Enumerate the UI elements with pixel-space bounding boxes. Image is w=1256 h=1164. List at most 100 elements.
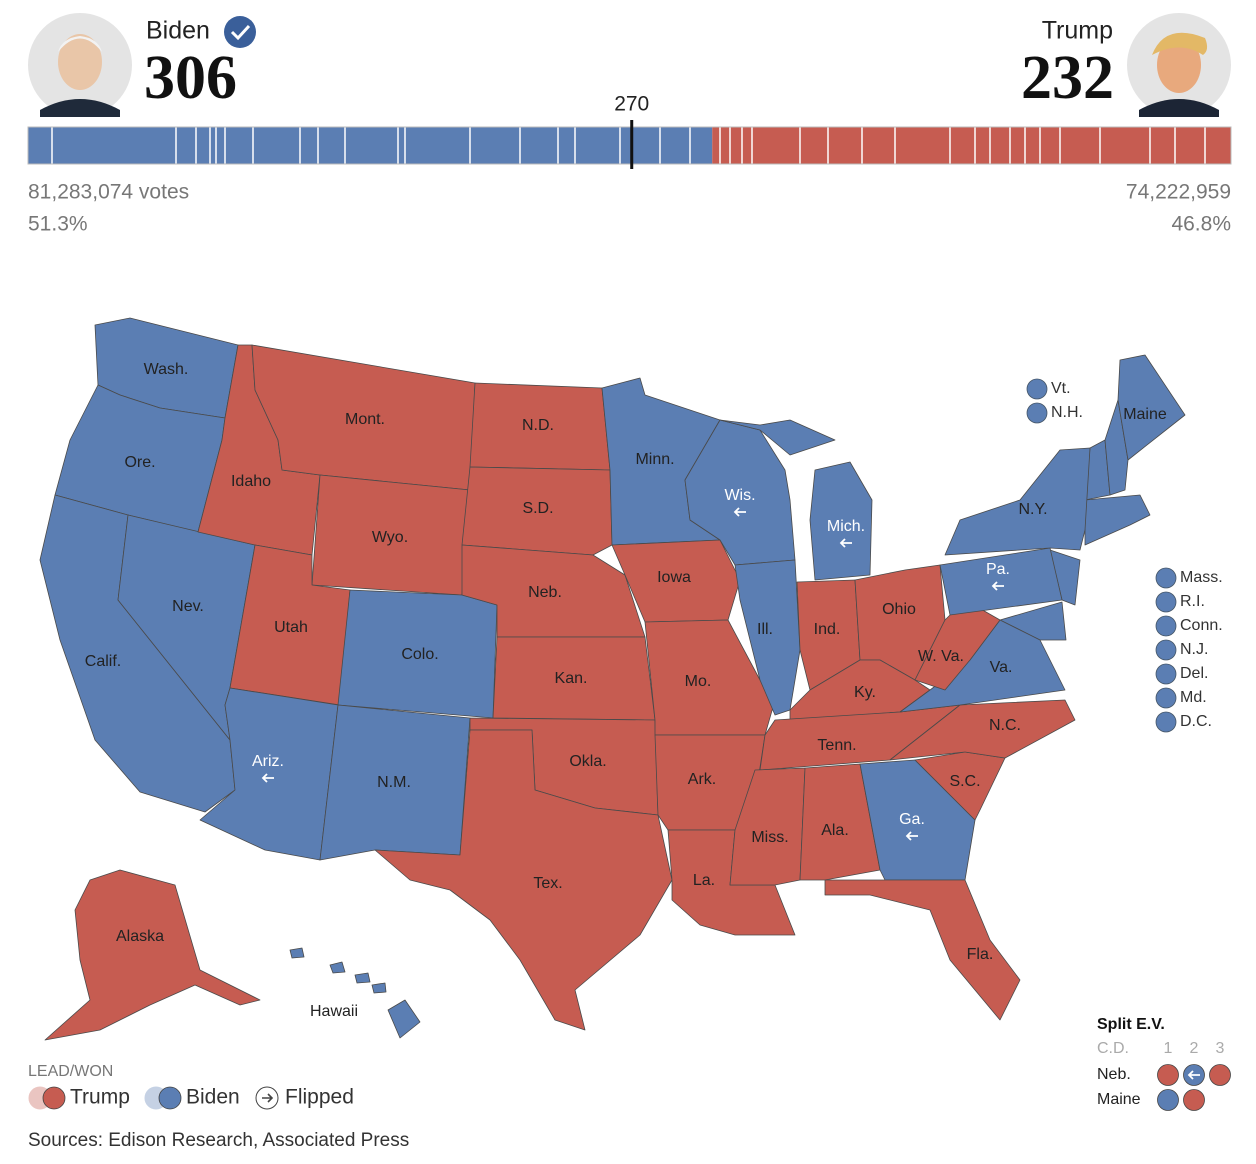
state-shape xyxy=(939,547,1063,616)
small-state-dot xyxy=(1155,687,1177,709)
district-dot xyxy=(1157,1064,1179,1086)
district-dot xyxy=(1209,1064,1231,1086)
state-shape xyxy=(374,729,673,1031)
state-label: Calif. xyxy=(85,653,121,670)
state-label: N.C. xyxy=(989,717,1021,734)
check-mark xyxy=(230,24,251,41)
small-state-shape xyxy=(1104,399,1129,496)
state-label: Wis. xyxy=(724,487,755,504)
portrait xyxy=(28,13,132,117)
state-label: Hawaii xyxy=(310,1003,358,1020)
threshold-label: 270 xyxy=(614,93,649,116)
legend-label: Trump xyxy=(70,1086,130,1109)
state-shape xyxy=(461,466,613,556)
small-state-dot xyxy=(1026,378,1048,400)
state-shape xyxy=(337,589,498,719)
electoral-bar xyxy=(28,127,713,164)
state-label: Ohio xyxy=(882,601,916,618)
flip-arrow xyxy=(839,538,852,548)
state-shape xyxy=(824,879,1021,1021)
electoral-bar xyxy=(712,127,1231,164)
split-state: Neb. xyxy=(1097,1066,1131,1083)
split-title: Split E.V. xyxy=(1097,1016,1165,1033)
state-shape xyxy=(914,751,1006,821)
source: Sources: Edison Research, Associated Pre… xyxy=(28,1130,409,1151)
state-label: N.D. xyxy=(522,417,554,434)
state-label: Kan. xyxy=(555,670,588,687)
state-label: Ill. xyxy=(757,621,773,638)
state-label: Alaska xyxy=(116,928,164,945)
state-label: Ala. xyxy=(821,822,849,839)
state-label: Neb. xyxy=(528,584,562,601)
small-state-dot xyxy=(1155,711,1177,733)
state-label: Maine xyxy=(1123,406,1167,423)
electoral-votes: 232 xyxy=(1021,44,1114,112)
state-label: S.D. xyxy=(522,500,553,517)
state-shape xyxy=(719,419,873,581)
small-state-dot xyxy=(1155,663,1177,685)
state-label: Minn. xyxy=(635,451,674,468)
vote-percent: 51.3% xyxy=(28,213,88,236)
state-label: Ore. xyxy=(124,454,155,471)
bar-frame xyxy=(27,126,1232,165)
state-shape xyxy=(799,763,881,881)
state-label: Wyo. xyxy=(372,529,408,546)
state-label: Utah xyxy=(274,619,308,636)
legend-title: LEAD/WON xyxy=(28,1063,113,1080)
state-label: Colo. xyxy=(401,646,438,663)
small-state-dot xyxy=(1155,639,1177,661)
flip-arrow xyxy=(733,507,746,517)
flip-arrow xyxy=(261,773,274,783)
state-label: Ark. xyxy=(688,771,716,788)
state-label: Ariz. xyxy=(252,753,284,770)
state-label: Va. xyxy=(990,659,1013,676)
state-label: Idaho xyxy=(231,473,271,490)
small-state-label: Vt. xyxy=(1051,380,1071,397)
flip-arrow xyxy=(905,831,918,841)
state-label: Okla. xyxy=(569,753,606,770)
state-label: Mo. xyxy=(685,673,712,690)
us-map xyxy=(39,317,1186,1041)
state-label: La. xyxy=(693,872,715,889)
legend-label: Biden xyxy=(186,1086,240,1109)
vote-percent: 46.8% xyxy=(1171,213,1231,236)
state-label: N.M. xyxy=(377,774,411,791)
state-label: Ga. xyxy=(899,811,925,828)
state-label: Tex. xyxy=(533,875,562,892)
small-state-label: D.C. xyxy=(1180,713,1212,730)
state-shape xyxy=(44,869,261,1041)
legend-label: Flipped xyxy=(285,1086,354,1109)
state-label: Fla. xyxy=(967,946,994,963)
state-label: Miss. xyxy=(751,829,788,846)
state-label: Iowa xyxy=(657,569,691,586)
state-label: W. Va. xyxy=(918,648,964,665)
state-shape xyxy=(644,619,776,736)
small-state-label: Md. xyxy=(1180,689,1207,706)
winner-check xyxy=(224,16,256,48)
small-state-label: N.J. xyxy=(1180,641,1208,658)
state-label: Ky. xyxy=(854,684,876,701)
state-label: Wash. xyxy=(144,361,189,378)
state-shape xyxy=(289,947,421,1039)
small-state-dot xyxy=(1155,591,1177,613)
small-state-label: Mass. xyxy=(1180,569,1223,586)
small-state-shape xyxy=(1084,494,1151,546)
small-state-label: R.I. xyxy=(1180,593,1205,610)
small-state-label: Del. xyxy=(1180,665,1208,682)
small-state-dot xyxy=(1155,615,1177,637)
legend-swatch-won xyxy=(158,1086,182,1110)
candidate-name: Trump xyxy=(1042,17,1113,45)
small-state-dot xyxy=(1026,402,1048,424)
flip-arrow xyxy=(991,581,1004,591)
state-label: Nev. xyxy=(172,598,204,615)
district-number: 3 xyxy=(1216,1040,1225,1057)
split-state: Maine xyxy=(1097,1091,1141,1108)
small-state-dot xyxy=(1155,567,1177,589)
district-dot xyxy=(1183,1089,1205,1111)
legend-swatch-won xyxy=(42,1086,66,1110)
flip-arrow xyxy=(1187,1070,1200,1080)
check-circle xyxy=(224,16,256,48)
state-label: Ind. xyxy=(814,621,841,638)
state-label: N.Y. xyxy=(1018,501,1047,518)
